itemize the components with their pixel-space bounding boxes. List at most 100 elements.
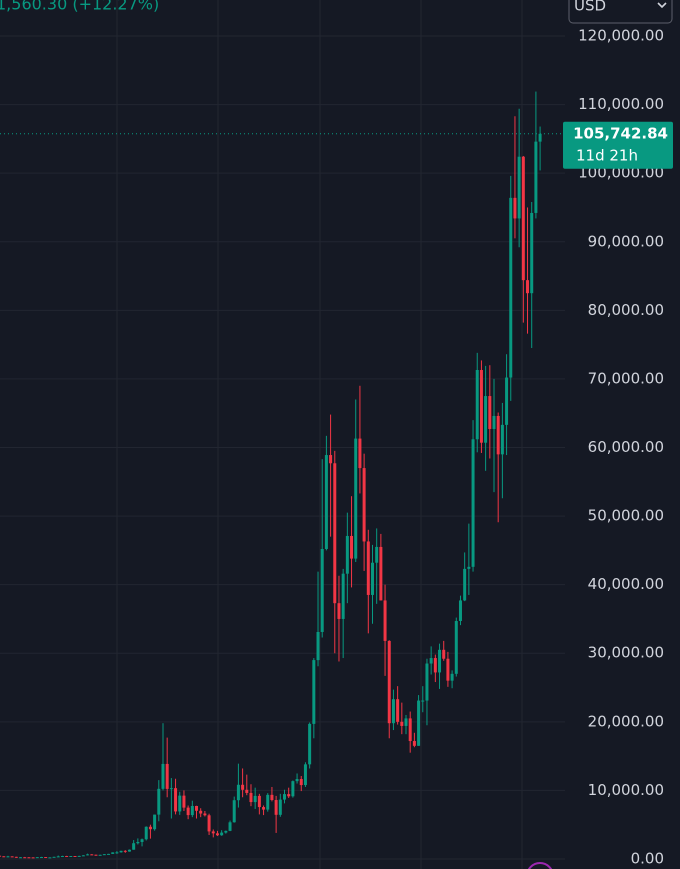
y-tick-label: 80,000.00 bbox=[588, 301, 664, 319]
candle-body bbox=[396, 699, 400, 722]
candle-body bbox=[39, 857, 43, 859]
candle-body bbox=[236, 784, 240, 801]
candles bbox=[0, 91, 542, 859]
candle-body bbox=[56, 856, 60, 858]
candle-body bbox=[48, 857, 52, 859]
candle-body bbox=[425, 663, 429, 701]
candle-body bbox=[220, 832, 224, 836]
candle-body bbox=[404, 718, 408, 726]
candle-body bbox=[500, 424, 504, 455]
candle-body bbox=[521, 156, 525, 281]
candle-body bbox=[475, 369, 479, 440]
candle-body bbox=[165, 763, 169, 789]
candle-body bbox=[115, 852, 119, 854]
candle-body bbox=[484, 396, 488, 443]
candle-body bbox=[479, 369, 483, 443]
candle-body bbox=[232, 800, 236, 823]
candle-body bbox=[266, 794, 270, 810]
candle-body bbox=[6, 856, 10, 858]
event-marker[interactable] bbox=[527, 862, 553, 869]
candle-body bbox=[186, 807, 190, 816]
candle-body bbox=[534, 141, 538, 213]
candle-body bbox=[199, 810, 203, 814]
candle-body bbox=[400, 721, 404, 726]
candle-body bbox=[358, 438, 362, 469]
candle-body bbox=[140, 839, 144, 842]
candle-body bbox=[10, 856, 14, 858]
candle-body bbox=[153, 814, 157, 830]
currency-select[interactable]: USD bbox=[568, 0, 673, 24]
y-tick-label: 40,000.00 bbox=[588, 575, 664, 593]
y-tick-label: 60,000.00 bbox=[588, 438, 664, 456]
candle-body bbox=[2, 856, 6, 858]
candle-body bbox=[387, 640, 391, 724]
candle-body bbox=[375, 546, 379, 563]
candle-body bbox=[383, 600, 387, 641]
candle-body bbox=[190, 805, 194, 816]
y-tick-label: 110,000.00 bbox=[578, 95, 664, 113]
candle-body bbox=[446, 658, 450, 681]
candle-body bbox=[324, 455, 328, 549]
candle-body bbox=[538, 133, 542, 142]
candle-body bbox=[60, 856, 64, 858]
candle-body bbox=[253, 795, 257, 803]
candle-body bbox=[488, 396, 492, 429]
candle-body bbox=[262, 807, 266, 810]
y-tick-label: 90,000.00 bbox=[588, 232, 664, 250]
chevron[interactable] bbox=[657, 2, 667, 9]
header-change: 1,560.30 (+12.27%) bbox=[0, 0, 159, 14]
candle-body bbox=[44, 857, 48, 859]
y-tick-label: 70,000.00 bbox=[588, 369, 664, 387]
candle-body bbox=[454, 621, 458, 674]
currency-box[interactable] bbox=[568, 0, 673, 24]
candle-body bbox=[35, 857, 39, 859]
candle-body bbox=[303, 764, 307, 786]
candle-body bbox=[182, 795, 186, 808]
y-tick-label: 10,000.00 bbox=[588, 781, 664, 799]
candle-body bbox=[433, 658, 437, 673]
candle-body bbox=[299, 779, 303, 786]
candle-body bbox=[31, 857, 35, 859]
candle-body bbox=[509, 197, 513, 378]
candle-body bbox=[27, 857, 31, 859]
candle-body bbox=[215, 833, 219, 836]
y-tick-label: 50,000.00 bbox=[588, 507, 664, 525]
candle-body bbox=[362, 468, 366, 542]
y-tick-label: 120,000.00 bbox=[578, 27, 664, 45]
candle-body bbox=[517, 156, 521, 219]
candle-body bbox=[337, 603, 341, 619]
candle-body bbox=[52, 856, 56, 858]
candle-body bbox=[107, 853, 111, 855]
y-tick-label: 30,000.00 bbox=[588, 644, 664, 662]
currency-label[interactable]: USD bbox=[574, 0, 606, 15]
candle-body bbox=[467, 566, 471, 569]
candle-body bbox=[245, 789, 249, 793]
candle-body bbox=[123, 850, 127, 852]
last-price-box bbox=[563, 121, 673, 169]
candle-body bbox=[412, 741, 416, 746]
candle-body bbox=[513, 197, 517, 219]
candle-body bbox=[14, 856, 18, 858]
candle-body bbox=[370, 562, 374, 595]
candle-body bbox=[333, 463, 337, 604]
candle-body bbox=[312, 660, 316, 724]
candle-body bbox=[211, 831, 215, 834]
countdown: 11d 21h bbox=[576, 146, 638, 164]
candle-body bbox=[65, 856, 69, 858]
candle-body bbox=[350, 535, 354, 559]
candle-body bbox=[283, 794, 286, 800]
candle-body bbox=[291, 781, 295, 797]
candle-body bbox=[249, 792, 253, 803]
candle-body bbox=[81, 855, 85, 857]
candle-body bbox=[287, 794, 291, 797]
candle-body bbox=[119, 850, 123, 853]
candle-body bbox=[77, 855, 81, 857]
candle-body bbox=[270, 794, 274, 801]
candle-body bbox=[463, 568, 467, 601]
candle-body bbox=[366, 541, 370, 595]
candle-body bbox=[496, 415, 500, 455]
candle-body bbox=[195, 805, 199, 811]
candle-body bbox=[136, 841, 140, 844]
candle-body bbox=[94, 854, 98, 856]
